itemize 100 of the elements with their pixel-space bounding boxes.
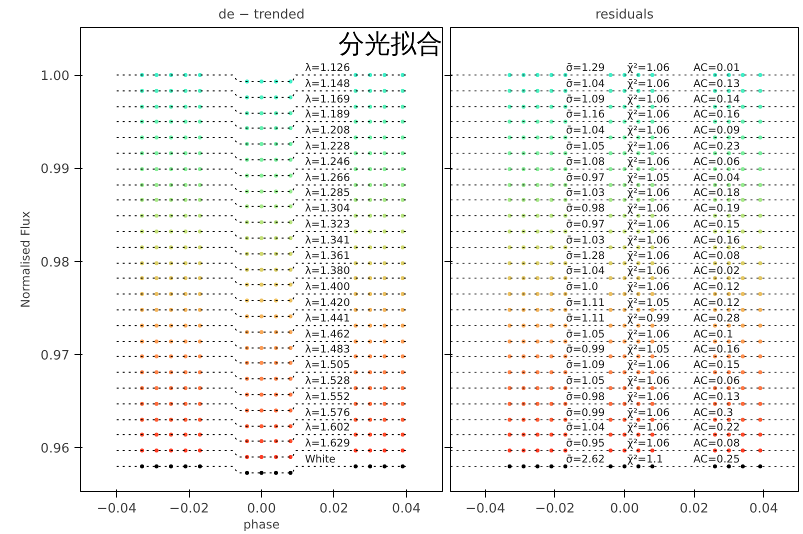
point [608, 308, 613, 312]
point [288, 158, 292, 162]
annotation: σ̄=0.97 [566, 218, 605, 231]
x-axis-title: phase [243, 518, 280, 532]
point [260, 204, 264, 208]
annotation: χ̄²=1.06 [627, 94, 670, 106]
point [608, 370, 613, 374]
annotation: σ̄=1.09 [566, 359, 605, 372]
point [382, 308, 387, 312]
point [400, 214, 405, 218]
point [183, 73, 188, 78]
point [536, 324, 540, 328]
point [288, 455, 292, 460]
point [740, 73, 745, 78]
annotation: AC=0.06 [693, 156, 740, 168]
point [522, 464, 526, 468]
point [288, 424, 292, 428]
point [154, 135, 159, 140]
point [154, 292, 159, 296]
point [712, 151, 717, 156]
annotation: AC=0.02 [693, 265, 740, 278]
point [288, 126, 292, 130]
point [508, 354, 512, 358]
annotation: χ̄²=1.06 [627, 124, 670, 136]
point [183, 464, 188, 468]
point [608, 151, 613, 156]
annotation: 分光拟合 [338, 30, 442, 60]
point [563, 104, 568, 109]
point [400, 339, 405, 344]
point [712, 418, 717, 422]
x-tick-label: −0.04 [465, 502, 506, 516]
point [382, 354, 387, 358]
point [260, 126, 264, 130]
point [288, 80, 292, 84]
point [274, 470, 278, 475]
point [608, 339, 613, 344]
point [536, 182, 540, 187]
point [522, 432, 526, 437]
annotation: χ̄²=1.06 [627, 108, 670, 121]
series-label: λ=1.148 [304, 78, 350, 90]
point [740, 292, 745, 296]
point [154, 88, 159, 93]
point [726, 308, 731, 312]
point [536, 230, 540, 234]
point [288, 376, 292, 381]
point [382, 324, 387, 328]
point [758, 276, 762, 280]
point [260, 111, 264, 116]
annotation: AC=0.13 [693, 390, 740, 403]
point [608, 73, 613, 78]
annotation: σ̄=1.11 [566, 296, 605, 309]
point [549, 386, 554, 390]
point [354, 464, 358, 468]
point [400, 73, 405, 78]
annotation: χ̄²=1.06 [627, 78, 670, 90]
point [183, 104, 188, 109]
point [726, 418, 731, 422]
point [758, 418, 762, 422]
point [508, 448, 512, 452]
point [508, 386, 512, 390]
point [154, 182, 159, 187]
point [758, 308, 762, 312]
point [549, 88, 554, 93]
series-label: λ=1.528 [304, 375, 350, 388]
point [183, 214, 188, 218]
series-label: λ=1.189 [304, 108, 350, 121]
point [508, 88, 512, 93]
annotation: χ̄²=0.99 [627, 312, 670, 325]
point [522, 261, 526, 266]
point [522, 104, 526, 109]
point [400, 324, 405, 328]
annotation: σ̄=0.97 [566, 172, 605, 184]
point [154, 167, 159, 172]
point [740, 386, 745, 390]
annotation: AC=0.12 [693, 296, 740, 309]
point [563, 151, 568, 156]
point [740, 339, 745, 344]
x-tick-label: −0.02 [534, 502, 575, 516]
point [608, 167, 613, 172]
point [508, 167, 512, 172]
point [608, 432, 613, 437]
point [183, 230, 188, 234]
point [183, 245, 188, 250]
point [622, 432, 626, 437]
annotation: σ̄=0.99 [566, 406, 605, 419]
annotation: σ̄=1.05 [566, 328, 605, 340]
point [758, 432, 762, 437]
point [382, 245, 387, 250]
annotation: σ̄=1.04 [566, 265, 606, 278]
point [400, 432, 405, 437]
point [183, 418, 188, 422]
annotation: AC=0.13 [693, 78, 740, 90]
annotation: AC=0.19 [693, 202, 740, 215]
point [740, 245, 745, 250]
point [740, 198, 745, 202]
point [154, 418, 159, 422]
series-label: White [304, 453, 336, 466]
annotation: χ̄²=1.05 [627, 343, 670, 356]
point [183, 448, 188, 452]
point [740, 261, 745, 266]
